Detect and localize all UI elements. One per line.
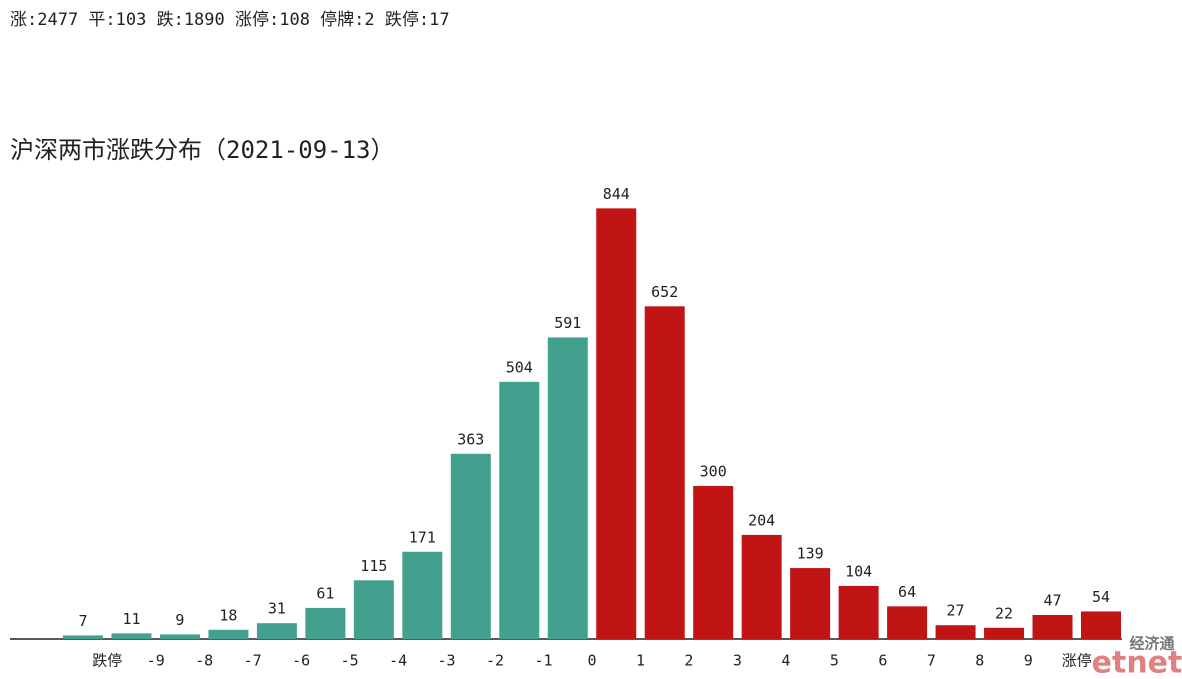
watermark-cn: 经济通 (1129, 635, 1174, 653)
bar (838, 585, 879, 639)
bar (256, 623, 297, 639)
bar (547, 337, 588, 639)
x-tick-label: -9 (147, 652, 165, 670)
x-tick-label: -5 (341, 652, 359, 670)
x-tick-label: 8 (975, 652, 984, 670)
x-tick-label: 4 (781, 652, 790, 670)
chart-title: 沪深两市涨跌分布（2021-09-13） (10, 136, 395, 164)
bar (644, 306, 685, 639)
chart-subtitle: 涨:2477 平:103 跌:1890 涨停:108 停牌:2 跌停:17 (10, 10, 450, 30)
bar (111, 633, 152, 639)
x-tick-label: 跌停 (92, 652, 122, 670)
x-tick-label: 3 (733, 652, 742, 670)
value-label: 7 (78, 612, 87, 630)
bar (208, 629, 249, 639)
x-tick-label: 1 (636, 652, 645, 670)
bar (1032, 615, 1073, 639)
watermark-en: etnet (1092, 646, 1182, 679)
bar (159, 634, 200, 639)
x-tick-label: -6 (292, 652, 310, 670)
value-label: 139 (797, 545, 824, 563)
bar (984, 627, 1025, 639)
value-label: 47 (1043, 592, 1061, 610)
value-label: 54 (1092, 588, 1110, 606)
x-tick-label: -3 (438, 652, 456, 670)
x-tick-label: 9 (1024, 652, 1033, 670)
value-label: 204 (748, 511, 775, 529)
value-label: 504 (506, 358, 533, 376)
bar (450, 453, 491, 639)
value-label: 171 (409, 528, 436, 546)
value-label: 64 (898, 583, 916, 601)
value-label: 591 (554, 314, 581, 332)
x-tick-label: 5 (830, 652, 839, 670)
bar (693, 485, 734, 639)
value-label: 363 (457, 430, 484, 448)
value-label: 652 (651, 283, 678, 301)
bar (790, 568, 831, 639)
x-tick-label: 7 (927, 652, 936, 670)
x-tick-label: -8 (195, 652, 213, 670)
bar (353, 580, 394, 639)
value-label: 27 (947, 602, 965, 620)
value-label: 61 (316, 584, 334, 602)
bar (887, 606, 928, 639)
x-tick-label: 6 (878, 652, 887, 670)
x-tick-label: -1 (534, 652, 552, 670)
x-tick-label: -4 (389, 652, 407, 670)
bar (402, 551, 443, 639)
bar (63, 635, 103, 639)
bar (596, 208, 637, 640)
value-label: 22 (995, 604, 1013, 622)
value-label: 844 (603, 185, 630, 203)
bar (499, 381, 540, 639)
x-tick-label: 涨停 (1062, 652, 1092, 670)
x-tick-label: 2 (684, 652, 693, 670)
x-tick-label: 0 (587, 652, 596, 670)
bar (1080, 611, 1121, 639)
value-label: 9 (175, 611, 184, 629)
x-tick-label: -2 (486, 652, 504, 670)
value-label: 31 (268, 600, 286, 618)
value-label: 300 (700, 462, 727, 480)
value-label: 104 (845, 562, 872, 580)
x-tick-label: -7 (244, 652, 262, 670)
bar (741, 534, 782, 639)
value-label: 18 (219, 606, 237, 624)
value-label: 11 (122, 610, 140, 628)
bar (305, 607, 346, 639)
value-label: 115 (360, 557, 387, 575)
bar (935, 625, 976, 639)
